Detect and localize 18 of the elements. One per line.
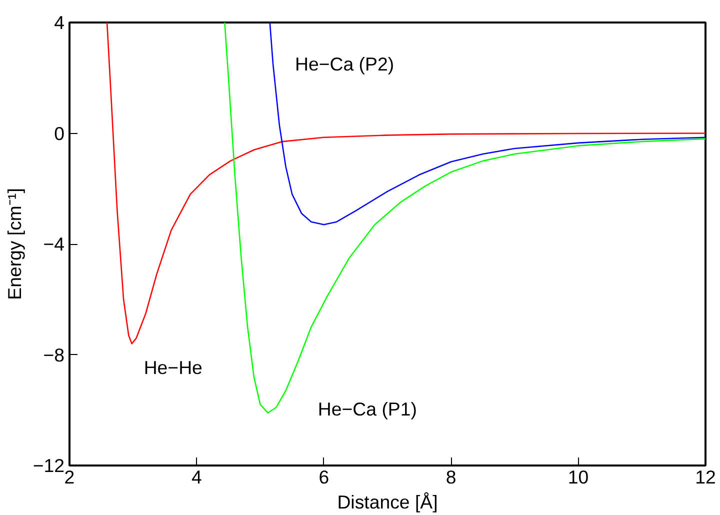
x-tick-label: 6 (318, 466, 330, 488)
series-label: He−Ca (P2) (295, 54, 394, 75)
x-tick-label: 2 (64, 466, 75, 488)
series-label: He−He (144, 357, 202, 378)
y-tick-label: −8 (43, 344, 65, 366)
y-axis-title: Energy [cm⁻¹] (4, 188, 25, 300)
line-series (269, 22, 706, 226)
y-tick-label: −12 (32, 455, 65, 476)
x-tick-label: 12 (695, 466, 716, 488)
x-tick-label: 4 (192, 466, 202, 488)
x-axis-title: Distance [Å] (337, 492, 438, 512)
x-tick-label: 8 (446, 466, 456, 488)
x-tick-label: 10 (568, 466, 589, 488)
y-tick-label: 4 (54, 12, 65, 33)
y-tick-label: 0 (54, 122, 65, 144)
line-series (106, 22, 706, 344)
y-tick-label: −4 (43, 234, 65, 254)
series-label: He−Ca (P1) (318, 398, 417, 420)
